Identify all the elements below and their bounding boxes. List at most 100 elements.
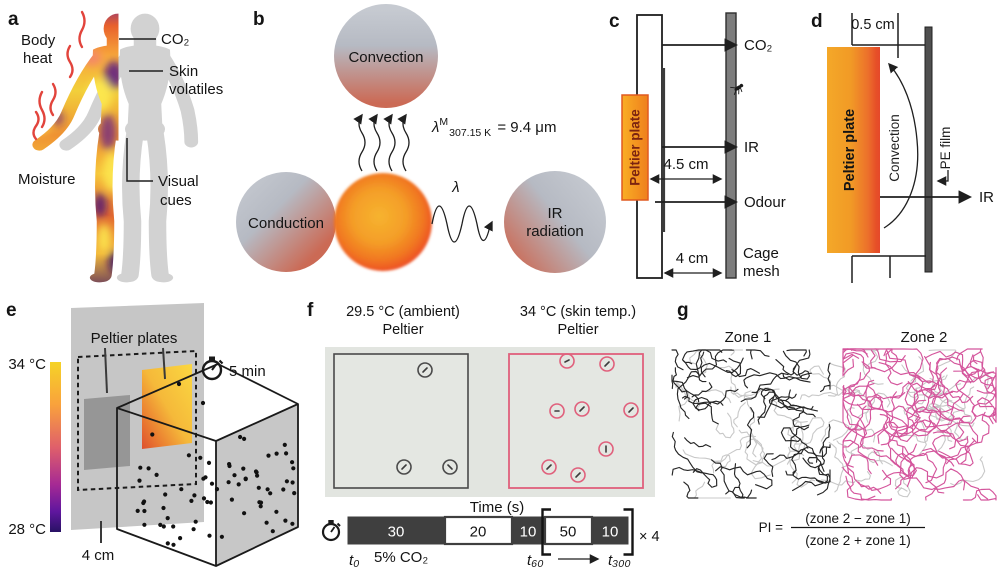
formula-sup: M — [439, 116, 448, 128]
repeat-label: × 4 — [639, 529, 660, 545]
flight-track — [962, 488, 997, 501]
flight-track — [867, 450, 893, 467]
mosquito-dot — [255, 473, 260, 478]
mosquito-dot — [290, 521, 295, 526]
body-heat-label: Body — [21, 32, 56, 49]
pi-label: PI = — [759, 520, 784, 535]
visual-cues-connector-line — [126, 138, 153, 182]
convection-wavy-arrows — [353, 113, 410, 172]
cube-right-face — [216, 404, 298, 566]
convection-label-d: Convection — [887, 114, 902, 182]
flight-track — [935, 357, 974, 404]
flight-track — [757, 389, 791, 425]
heated-mosquito-marks — [546, 359, 634, 478]
mosquito-dot — [142, 499, 147, 504]
flight-track — [782, 350, 810, 380]
flight-track — [848, 361, 875, 397]
stopwatch-icon-e — [201, 356, 224, 381]
mosquito-dot — [238, 434, 243, 440]
mosquito-dot — [146, 466, 151, 471]
mosquito-dot — [135, 508, 140, 513]
flight-track — [743, 372, 811, 389]
segment-10a: 10 — [520, 524, 537, 541]
pe-film-bar — [924, 26, 933, 273]
skin-volatiles-label: Skin — [169, 63, 198, 80]
cage-mesh-label-2: mesh — [743, 263, 780, 280]
segment-50: 50 — [560, 524, 577, 541]
panel-d-label: d — [811, 11, 823, 32]
flight-track — [950, 456, 986, 486]
peltier-plate-c — [621, 94, 649, 201]
convection-arc-arrow — [883, 62, 919, 229]
flight-track — [792, 470, 824, 483]
flight-track — [914, 393, 964, 422]
mosquito-dot — [158, 522, 163, 528]
background-screen — [71, 303, 204, 530]
panel-f: f 29.5 °C (ambient) Peltier 34 °C (skin … — [307, 300, 660, 569]
heated-peltier-plate — [142, 364, 192, 449]
flight-track — [907, 450, 947, 479]
flight-track — [751, 387, 776, 418]
mosquito-dot — [171, 524, 176, 529]
flight-track — [693, 481, 731, 499]
flight-track — [846, 454, 872, 475]
flight-track — [956, 348, 983, 365]
mosquito-dot — [201, 496, 207, 501]
lambda-label: λ — [451, 179, 459, 196]
cage-mesh-bar — [725, 12, 737, 279]
t0-label: t₀ — [349, 552, 360, 569]
mosquito-dot — [176, 381, 182, 387]
flight-track — [863, 349, 880, 369]
mosquito-dot — [200, 400, 206, 406]
mosquito-dot — [264, 520, 269, 525]
co2-label-c: CO₂ — [744, 37, 773, 54]
mosquito-dot — [291, 466, 296, 471]
flight-track — [682, 449, 731, 468]
pe-film-pointer-arrow — [936, 170, 949, 186]
flight-track — [897, 419, 967, 442]
flight-track — [681, 388, 739, 405]
flight-track — [816, 462, 831, 496]
flight-track — [858, 469, 892, 491]
panel-f-label: f — [307, 300, 314, 321]
distance-label-e: 4 cm — [82, 547, 115, 564]
mosquito-dot — [265, 487, 270, 492]
wien-formula: λM307.15 K = 9.4 μm — [431, 116, 556, 139]
dashed-outline — [77, 349, 197, 492]
flight-track — [845, 462, 882, 494]
mosquito-dot — [284, 451, 289, 456]
flight-track — [928, 404, 953, 422]
peltier-plates-label: Peltier plates — [91, 330, 178, 347]
flight-track — [883, 468, 966, 491]
flight-track — [931, 350, 984, 405]
flight-track — [809, 365, 832, 383]
flight-track — [671, 431, 702, 474]
pi-denominator: (zone 2 + zone 1) — [805, 533, 910, 548]
mosquito-dot — [179, 487, 184, 492]
flight-track — [821, 471, 871, 486]
t300-label: t₃₀₀ — [608, 552, 631, 569]
mosquito-dot — [226, 480, 231, 485]
flight-track — [691, 382, 713, 398]
ir-radiation-label-2: radiation — [526, 223, 584, 240]
mosquito-dot — [192, 493, 197, 498]
panel-g: g Zone 1 Zone 2 PI = (zone 2 − zone 1) (… — [671, 300, 997, 548]
flight-track — [842, 385, 906, 406]
mosquito-dot — [283, 518, 288, 523]
pe-film-label: PE film — [938, 127, 953, 170]
temp-max-label: 34 °C — [8, 356, 46, 373]
peltier-plate-c-label: Peltier plate — [628, 109, 643, 186]
mosquito-dot — [165, 541, 170, 546]
flight-track — [686, 349, 734, 379]
flight-track — [907, 367, 948, 396]
mosquito-dot — [227, 462, 232, 467]
ir-wave-arrow — [431, 205, 493, 243]
mosquito-dot — [258, 500, 264, 505]
flight-track — [842, 439, 879, 466]
flight-track — [925, 479, 989, 501]
ir-radiation-label: IR — [548, 205, 563, 222]
peltier-plate-d-label: Peltier plate — [842, 109, 858, 191]
panel-a-label: a — [8, 9, 19, 30]
flight-track — [862, 362, 884, 385]
segment-30: 30 — [388, 524, 405, 541]
